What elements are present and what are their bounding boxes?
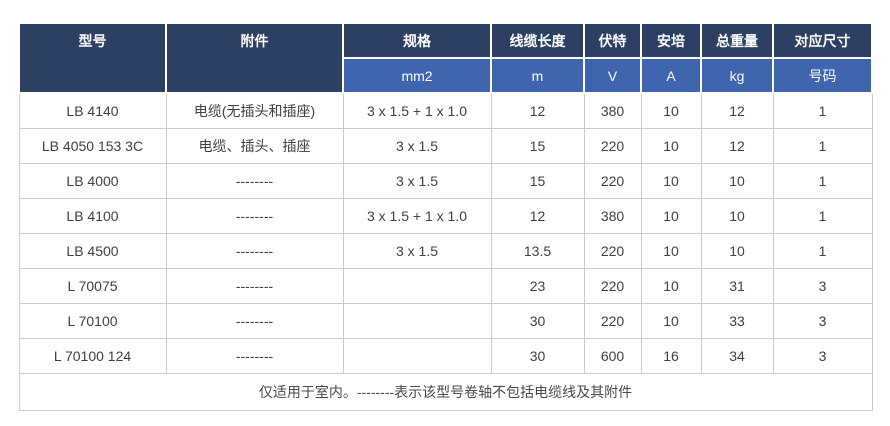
cell-size: 1 — [772, 127, 873, 164]
cell-volts: 220 — [583, 162, 642, 199]
cell-model: LB 4100 — [18, 197, 167, 234]
cell-spec: 3 x 1.5 + 1 x 1.0 — [342, 197, 492, 234]
cell-size: 1 — [772, 92, 873, 129]
table-row: LB 4000 -------- 3 x 1.5 15 220 10 10 1 — [18, 162, 873, 199]
cell-amps: 10 — [640, 92, 702, 129]
cell-spec: 3 x 1.5 + 1 x 1.0 — [342, 92, 492, 129]
cell-volts: 380 — [583, 197, 642, 234]
footnote-text: 仅适用于室内。--------表示该型号卷轴不包括电缆线及其附件 — [18, 372, 873, 411]
cell-weight: 33 — [700, 302, 774, 339]
cell-volts: 220 — [583, 232, 642, 269]
cell-weight: 31 — [700, 267, 774, 304]
table-header: 型号 附件 规格 线缆长度 伏特 安培 总重量 对应尺寸 mm2 m V A k… — [18, 22, 873, 94]
col-header-amps: 安培 — [640, 22, 702, 59]
cell-volts: 600 — [583, 337, 642, 374]
table-row: L 70100 -------- 30 220 10 33 3 — [18, 302, 873, 339]
col-header-cable-length: 线缆长度 — [490, 22, 585, 59]
table-row: LB 4100 -------- 3 x 1.5 + 1 x 1.0 12 380 10 1… — [18, 197, 873, 234]
table-body: LB 4140 电缆(无插头和插座) 3 x 1.5 + 1 x 1.0 12 380 1… — [18, 92, 873, 411]
cell-model: L 70075 — [18, 267, 167, 304]
cell-model: LB 4050 153 3C — [18, 127, 167, 164]
cell-amps: 10 — [640, 197, 702, 234]
cell-model: LB 4500 — [18, 232, 167, 269]
cell-model: L 70100 124 — [18, 337, 167, 374]
cell-weight: 12 — [700, 127, 774, 164]
table-row: L 70100 124 -------- 30 600 16 34 3 — [18, 337, 873, 374]
spec-table: 型号 附件 规格 线缆长度 伏特 安培 总重量 对应尺寸 mm2 m V A k… — [18, 22, 873, 411]
table-row: LB 4500 -------- 3 x 1.5 13.5 220 10 10 1 — [18, 232, 873, 269]
cell-amps: 10 — [640, 302, 702, 339]
cell-accessories: -------- — [165, 302, 344, 339]
spec-table-container: 型号 附件 规格 线缆长度 伏特 安培 总重量 对应尺寸 mm2 m V A k… — [18, 22, 873, 411]
col-header-weight: 总重量 — [700, 22, 774, 59]
cell-cable-length: 12 — [490, 197, 585, 234]
cell-model: LB 4000 — [18, 162, 167, 199]
cell-cable-length: 13.5 — [490, 232, 585, 269]
cell-size: 1 — [772, 197, 873, 234]
col-header-size: 对应尺寸 — [772, 22, 873, 59]
col-header-model: 型号 — [18, 22, 167, 94]
cell-model: L 70100 — [18, 302, 167, 339]
unit-cable-length: m — [490, 57, 585, 94]
cell-size: 3 — [772, 267, 873, 304]
cell-cable-length: 12 — [490, 92, 585, 129]
cell-amps: 10 — [640, 162, 702, 199]
cell-amps: 10 — [640, 127, 702, 164]
cell-volts: 380 — [583, 92, 642, 129]
footnote-row: 仅适用于室内。--------表示该型号卷轴不包括电缆线及其附件 — [18, 372, 873, 411]
cell-spec: 3 x 1.5 — [342, 232, 492, 269]
header-row-labels: 型号 附件 规格 线缆长度 伏特 安培 总重量 对应尺寸 — [18, 22, 873, 94]
unit-amps: A — [640, 57, 702, 94]
col-header-accessories: 附件 — [165, 22, 344, 94]
cell-weight: 10 — [700, 232, 774, 269]
cell-weight: 10 — [700, 197, 774, 234]
cell-size: 3 — [772, 302, 873, 339]
cell-spec: 3 x 1.5 — [342, 127, 492, 164]
header-row-units: mm2 m V A kg 号码 — [19, 57, 873, 94]
cell-accessories: -------- — [165, 162, 344, 199]
cell-size: 1 — [772, 162, 873, 199]
cell-volts: 220 — [583, 302, 642, 339]
table-row: LB 4140 电缆(无插头和插座) 3 x 1.5 + 1 x 1.0 12 380 1… — [18, 92, 873, 129]
cell-spec — [342, 267, 492, 304]
col-header-spec: 规格 — [342, 22, 492, 59]
cell-model: LB 4140 — [18, 92, 167, 129]
table-row: LB 4050 153 3C 电缆、插头、插座 3 x 1.5 15 220 10 12 1 — [18, 127, 873, 164]
cell-accessories: -------- — [165, 232, 344, 269]
cell-cable-length: 23 — [490, 267, 585, 304]
cell-amps: 16 — [640, 337, 702, 374]
cell-amps: 10 — [640, 267, 702, 304]
cell-size: 1 — [772, 232, 873, 269]
cell-accessories: 电缆(无插头和插座) — [165, 92, 344, 129]
cell-accessories: -------- — [165, 267, 344, 304]
cell-volts: 220 — [583, 267, 642, 304]
unit-size: 号码 — [772, 57, 873, 94]
cell-spec — [342, 337, 492, 374]
cell-accessories: -------- — [165, 337, 344, 374]
cell-spec: 3 x 1.5 — [342, 162, 492, 199]
cell-cable-length: 30 — [490, 337, 585, 374]
cell-weight: 10 — [700, 162, 774, 199]
cell-weight: 34 — [700, 337, 774, 374]
unit-weight: kg — [700, 57, 774, 94]
table-row: L 70075 -------- 23 220 10 31 3 — [18, 267, 873, 304]
cell-cable-length: 30 — [490, 302, 585, 339]
cell-accessories: -------- — [165, 197, 344, 234]
unit-volts: V — [583, 57, 642, 94]
cell-cable-length: 15 — [490, 162, 585, 199]
cell-amps: 10 — [640, 232, 702, 269]
cell-cable-length: 15 — [490, 127, 585, 164]
unit-spec: mm2 — [342, 57, 492, 94]
cell-accessories: 电缆、插头、插座 — [165, 127, 344, 164]
cell-volts: 220 — [583, 127, 642, 164]
cell-spec — [342, 302, 492, 339]
cell-weight: 12 — [700, 92, 774, 129]
col-header-volts: 伏特 — [583, 22, 642, 59]
cell-size: 3 — [772, 337, 873, 374]
